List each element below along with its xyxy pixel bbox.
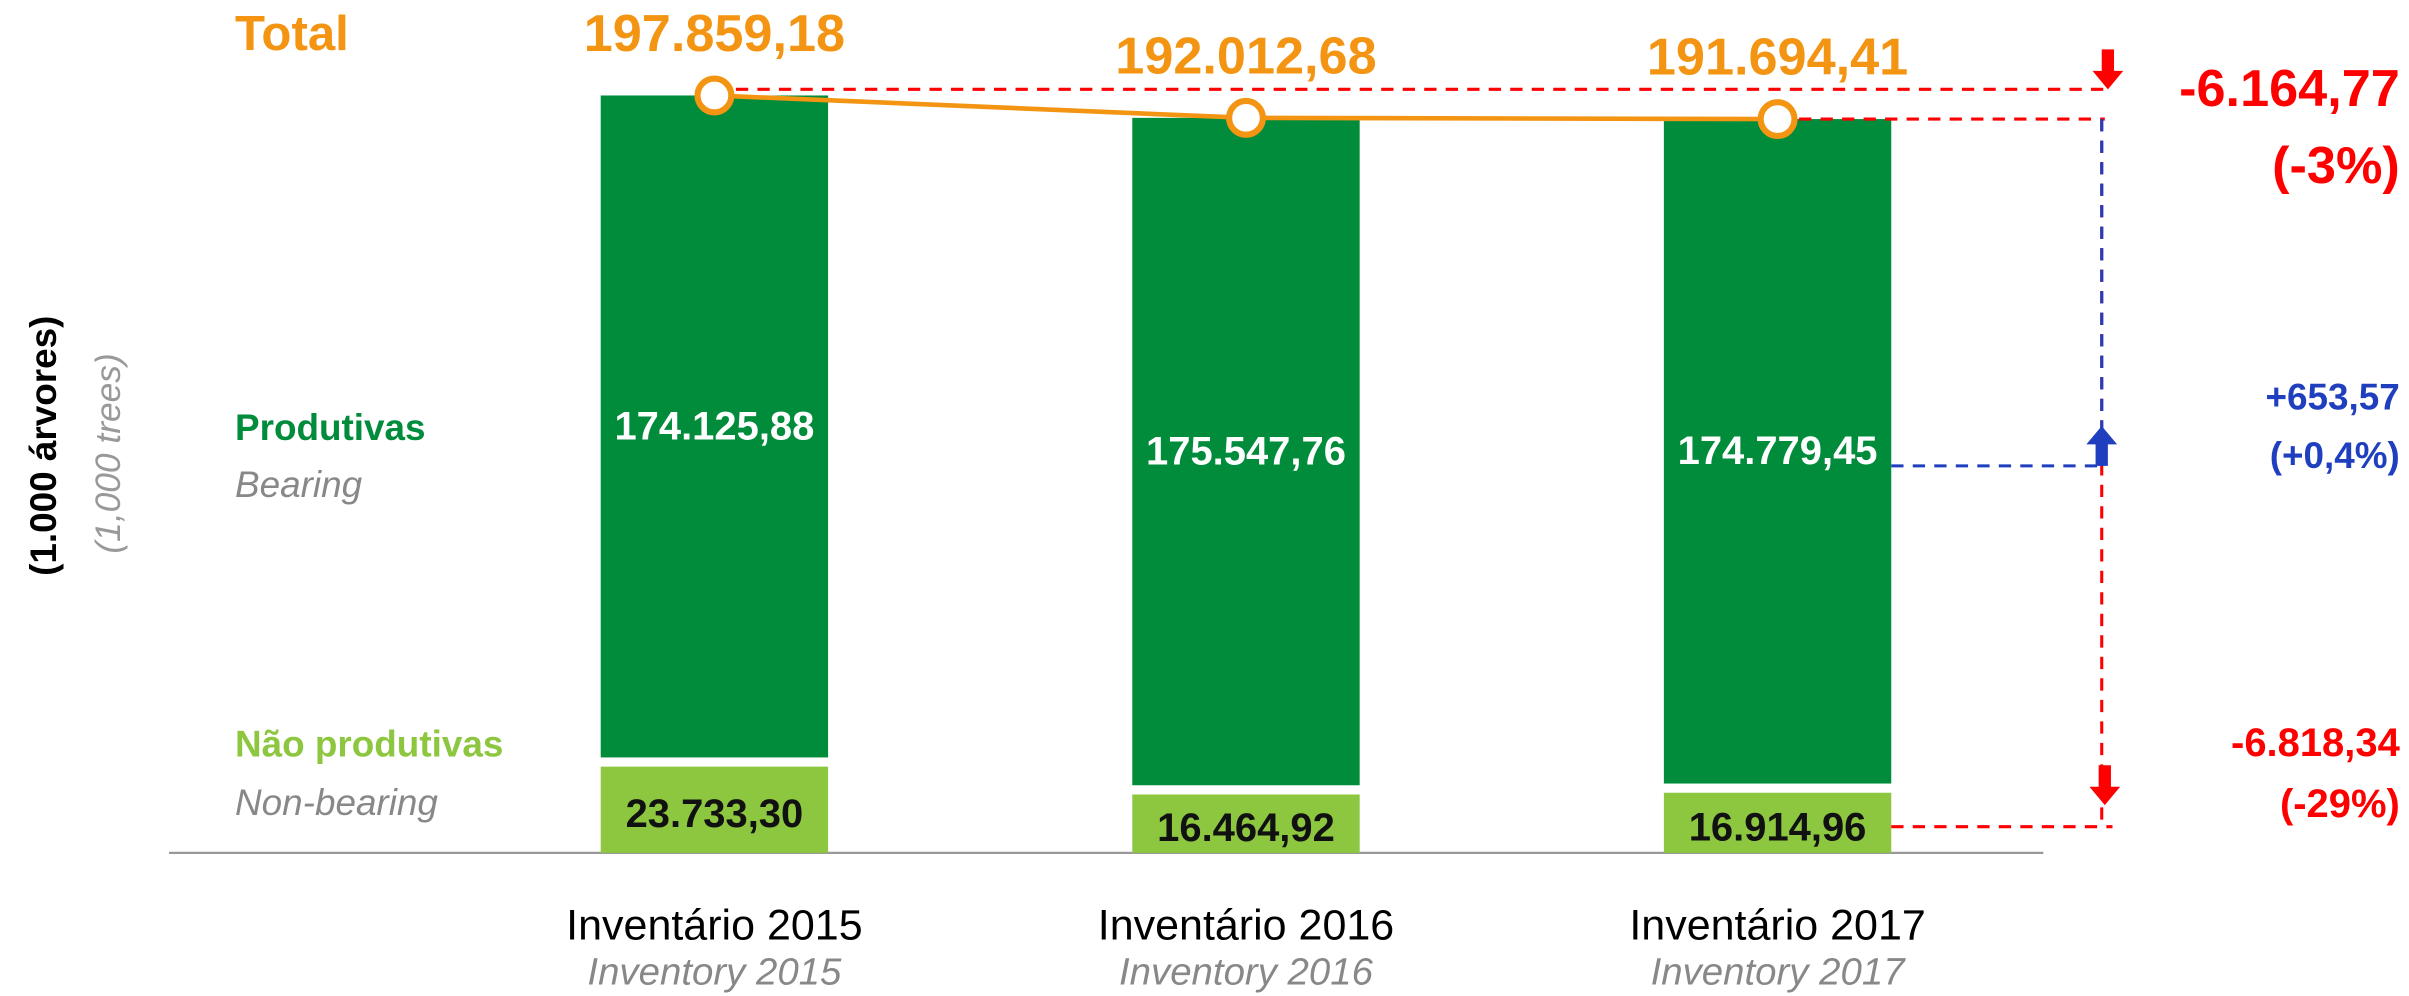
total-label: 192.012,68 bbox=[1115, 27, 1376, 85]
arrow bbox=[2092, 49, 2124, 90]
bar-label: 174.779,45 bbox=[1678, 429, 1878, 473]
x-tick-label-en: Inventory 2016 bbox=[1119, 950, 1374, 993]
arrow bbox=[2089, 765, 2121, 806]
legend-bearing: Produtivas bbox=[235, 407, 426, 448]
arrow bbox=[2086, 425, 2118, 466]
bar-label: 23.733,30 bbox=[626, 792, 804, 836]
total-label: 197.859,18 bbox=[584, 5, 845, 63]
bar-label: 16.464,92 bbox=[1157, 806, 1335, 850]
bar-bearing bbox=[1663, 119, 1892, 784]
bar-label: 175.547,76 bbox=[1146, 429, 1346, 473]
x-tick-label: Inventário 2016 bbox=[1098, 902, 1394, 950]
legend-total: Total bbox=[235, 6, 349, 61]
bar-bearing bbox=[600, 95, 829, 758]
bar-nonbearing bbox=[1663, 792, 1892, 853]
x-tick-label: Inventário 2015 bbox=[566, 902, 862, 950]
total-marker bbox=[1757, 99, 1798, 140]
bar-label: 174.125,88 bbox=[614, 404, 814, 448]
x-tick-label-en: Inventory 2017 bbox=[1651, 950, 1907, 993]
legend-bearing-en: Bearing bbox=[235, 464, 363, 505]
y-label-en: (1,000 trees) bbox=[89, 353, 128, 553]
bar-label: 16.914,96 bbox=[1689, 805, 1867, 849]
annotation: -6.818,34 bbox=[2231, 721, 2400, 765]
legend-nonbearing-en: Non-bearing bbox=[235, 782, 438, 823]
annotation-pct: (+0,4%) bbox=[2270, 435, 2400, 476]
bar-nonbearing bbox=[1132, 794, 1360, 853]
x-tick-label-en: Inventory 2015 bbox=[587, 950, 842, 993]
annotation: +653,57 bbox=[2266, 377, 2400, 418]
legend-nonbearing: Não produtivas bbox=[235, 724, 503, 765]
total-marker bbox=[1226, 97, 1266, 138]
total-marker bbox=[694, 75, 735, 116]
bar-bearing bbox=[1132, 117, 1360, 786]
annotation-pct: (-29%) bbox=[2280, 782, 2400, 826]
x-tick-label: Inventário 2017 bbox=[1629, 902, 1925, 950]
bar-nonbearing bbox=[600, 766, 829, 853]
total-label: 191.694,41 bbox=[1647, 28, 1908, 86]
annotation-pct: (-3%) bbox=[2272, 137, 2400, 195]
y-label: (1.000 árvores) bbox=[23, 316, 64, 576]
annotation: -6.164,77 bbox=[2179, 60, 2400, 118]
